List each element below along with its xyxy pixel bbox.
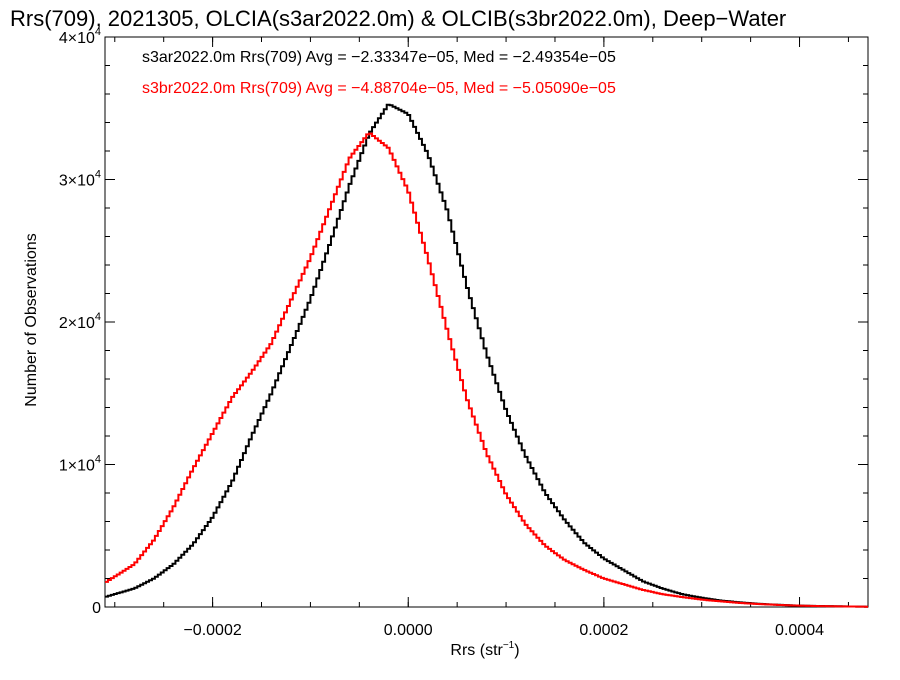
- y-tick-label: 1×104: [59, 454, 101, 475]
- x-tick-label: 0.0002: [579, 622, 628, 639]
- x-tick-label: 0.0000: [384, 622, 433, 639]
- x-tick-label: 0.0004: [775, 622, 824, 639]
- y-tick-label: 4×104: [59, 26, 101, 47]
- chart-title: Rrs(709), 2021305, OLCIA(s3ar2022.0m) & …: [10, 6, 786, 31]
- series-line-s3br2022-0m: [105, 132, 868, 608]
- x-axis-label: Rrs (str−1): [450, 640, 519, 659]
- y-tick-label: 3×104: [59, 169, 101, 190]
- y-axis-label: Number of Observations: [23, 233, 40, 406]
- x-tick-label: −0.0002: [183, 622, 241, 639]
- legend-entry-s3ar: s3ar2022.0m Rrs(709) Avg = −2.33347e−05,…: [142, 49, 616, 66]
- series-line-s3ar2022-0m: [105, 103, 868, 608]
- legend-entry-s3br: s3br2022.0m Rrs(709) Avg = −4.88704e−05,…: [142, 80, 616, 97]
- y-tick-label: 0: [92, 600, 101, 617]
- plot-frame: [104, 36, 869, 608]
- y-tick-label: 2×104: [59, 311, 101, 332]
- x-axis-label-superscript: −1: [503, 640, 515, 651]
